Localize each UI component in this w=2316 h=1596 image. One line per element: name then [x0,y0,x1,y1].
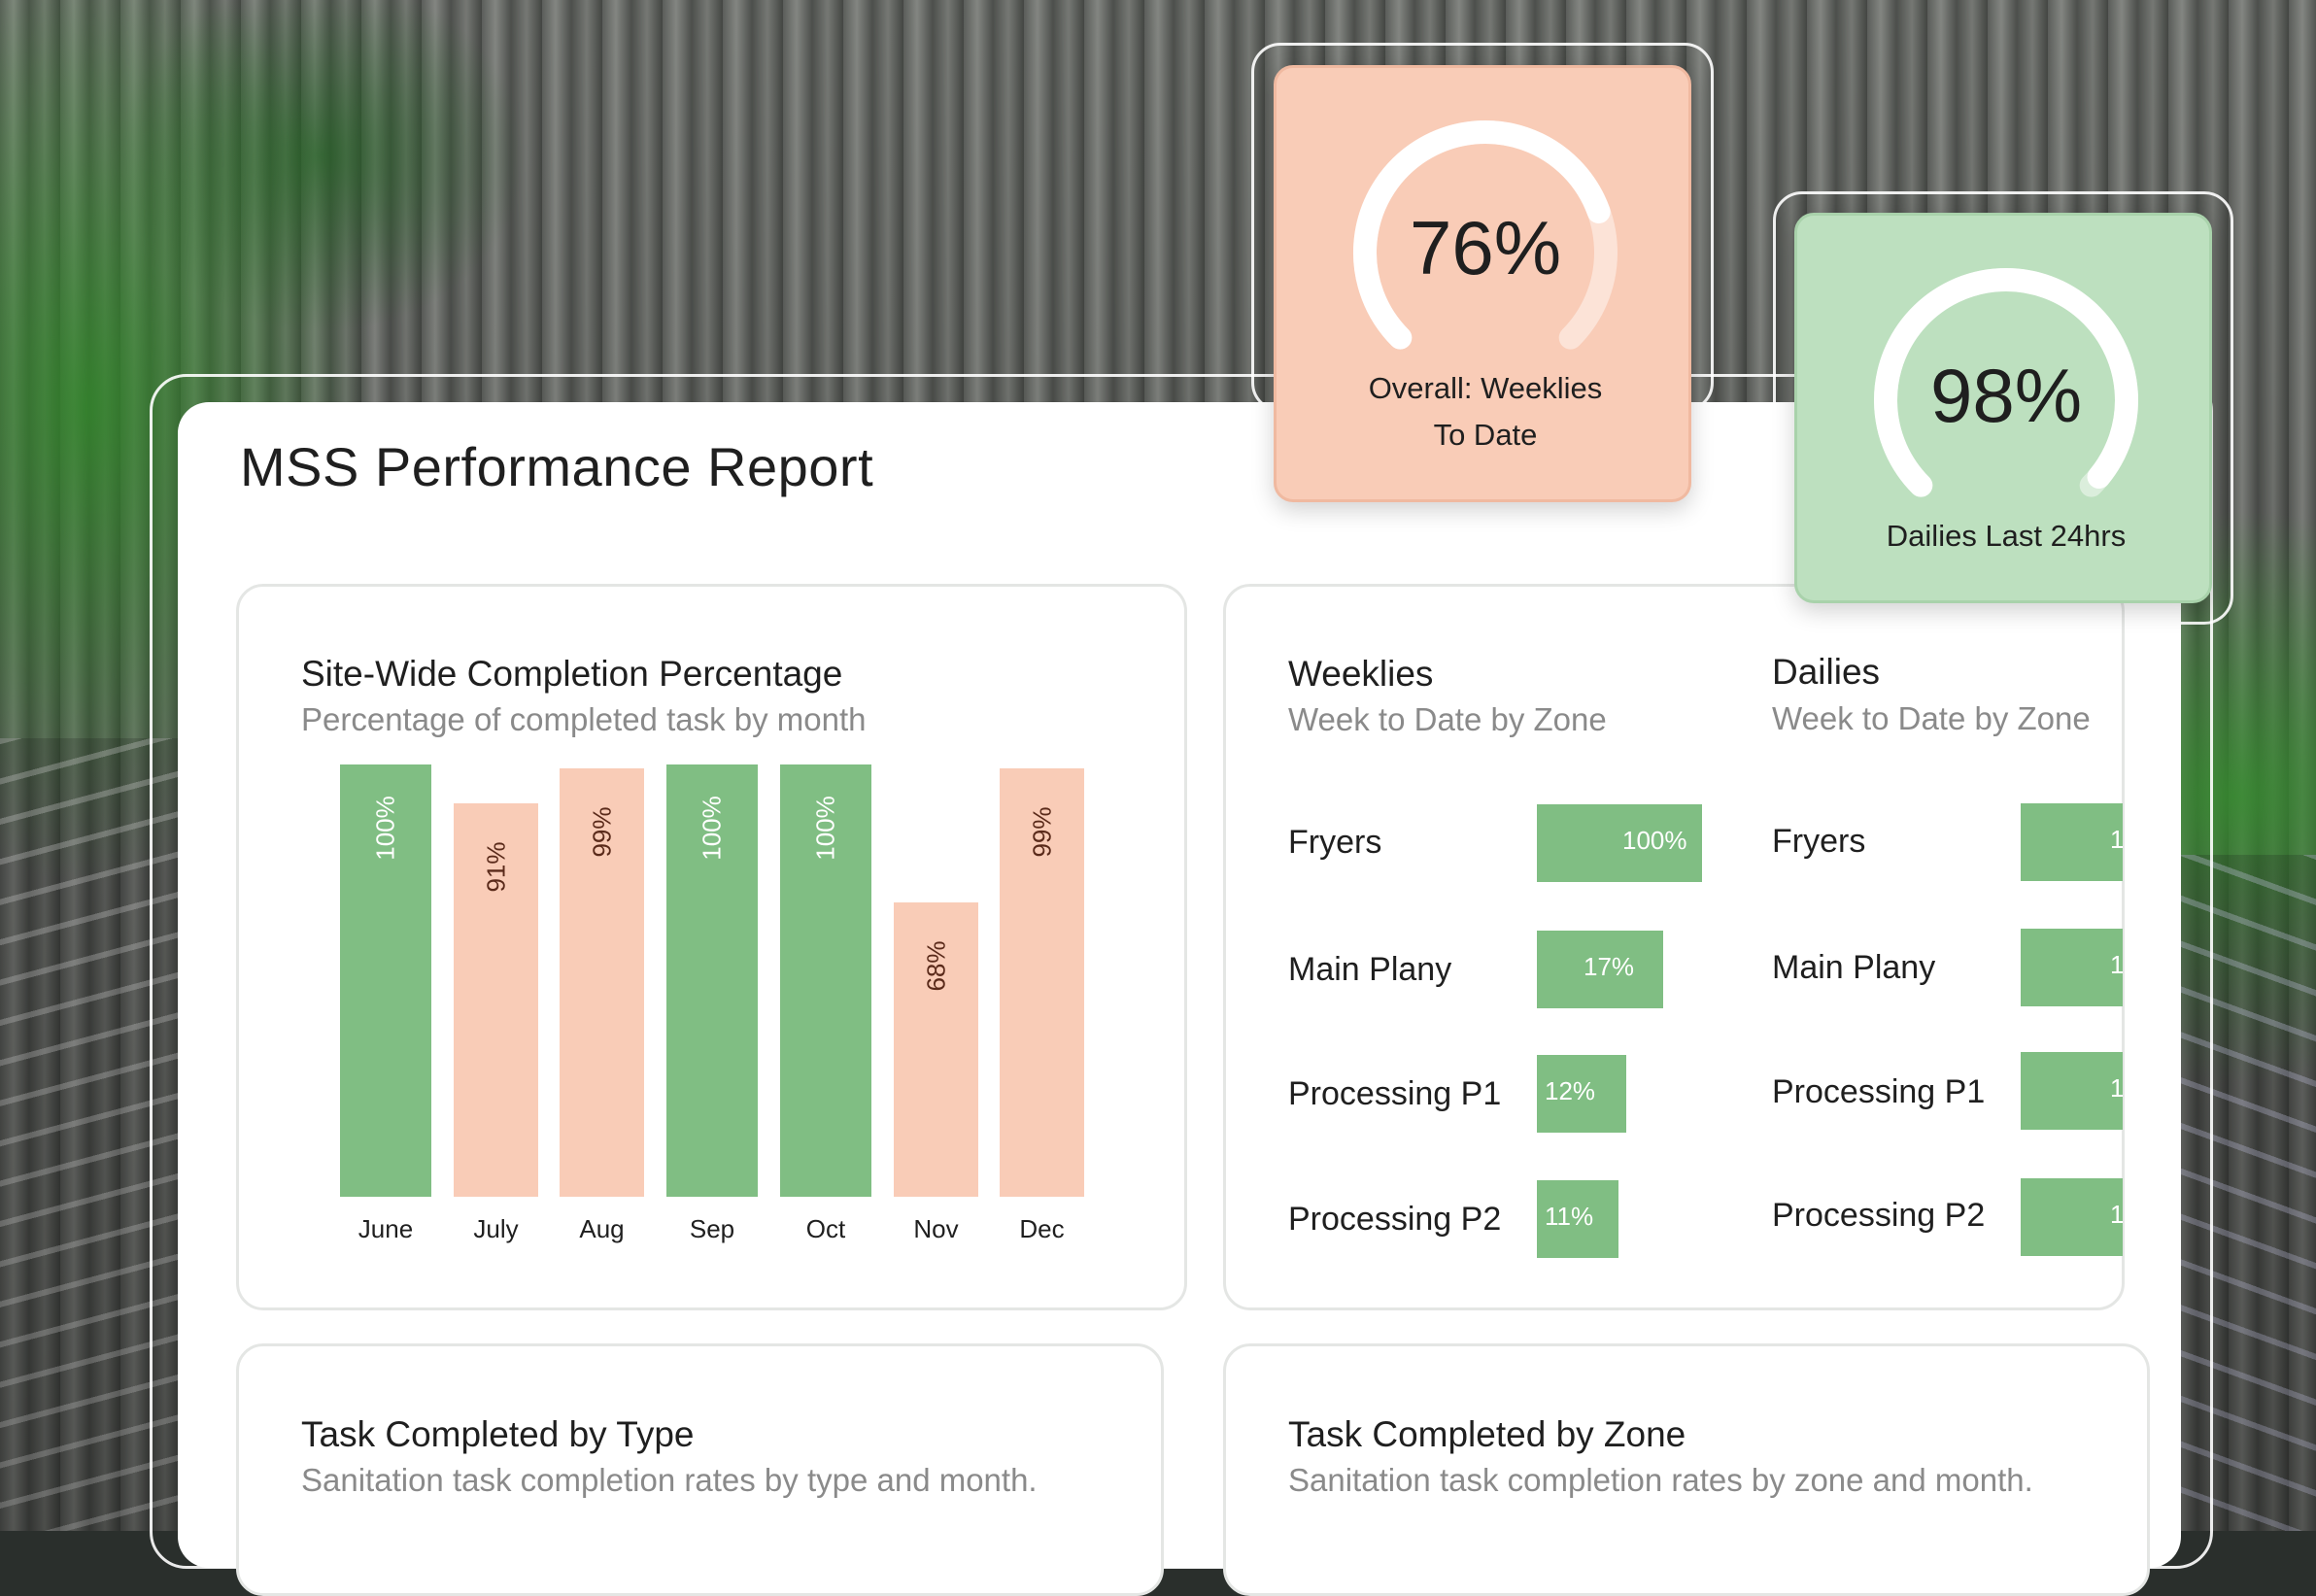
zone-panel [1223,584,2125,1310]
dailies-subtitle: Week to Date by Zone [1772,700,2091,736]
dailies-zone-bar [2021,1178,2123,1256]
dailies-rows: Fryers 1 Main Plany 1 Processing P1 1 Processi… [1749,758,2123,1263]
weeklies-zone-label: Processing P2 [1288,1201,1502,1238]
dailies-zone-bar [2021,803,2123,881]
dailies-zone-value: 1 [2110,950,2123,979]
gauge-label-weeklies-line1: Overall: Weeklies [1368,371,1603,405]
task-by-type-title: Task Completed by Type [301,1414,695,1454]
dailies-zone-value: 1 [2110,1200,2123,1229]
bar-aug [560,768,644,1197]
dailies-zone-label: Fryers [1772,823,1866,860]
dailies-zone-label: Main Plany [1772,949,1936,986]
bar-nov [894,902,978,1197]
weeklies-zone-label: Main Plany [1288,951,1452,988]
dailies-zone-label: Processing P1 [1772,1073,1986,1110]
weeklies-title: Weeklies [1288,654,1434,694]
dailies-zone-bar [2021,929,2123,1006]
bar-value-label: 99% [1027,806,1056,858]
bar-value-label: 100% [810,796,840,861]
x-tick-label: Dec [1019,1214,1065,1243]
gauge-value-weeklies: 76% [1409,205,1562,290]
weeklies-zone-bar [1537,1055,1626,1133]
site-completion-subtitle: Percentage of completed task by month [301,701,867,737]
bar-value-label: 100% [697,796,727,861]
dailies-zone-value: 1 [2110,1073,2123,1103]
gauge-fill [1874,268,2138,497]
x-tick-label: Nov [913,1214,959,1243]
gauge-label-weeklies-line2: To Date [1433,418,1538,452]
weeklies-zone-value: 11% [1545,1202,1594,1231]
bar-oct [780,764,871,1197]
x-tick-label: July [473,1214,519,1243]
bar-value-label: 68% [921,940,950,992]
gauge-fill [1353,120,1611,350]
task-by-zone-title: Task Completed by Zone [1288,1414,1686,1454]
gauge-card-dailies: 98% Dailies Last 24hrs [1794,213,2212,603]
bar-sep [666,764,758,1197]
page-title: MSS Performance Report [240,436,874,497]
background-pipes-right [2161,855,2316,1531]
task-by-zone-subtitle: Sanitation task completion rates by zone… [1288,1462,2033,1498]
bar-value-label: 91% [481,841,510,893]
bar-dec [1000,768,1084,1197]
bar-june [340,764,431,1197]
task-by-type-subtitle: Sanitation task completion rates by type… [301,1462,1038,1498]
weeklies-zone-bar [1537,1180,1618,1258]
weeklies-zone-bar [1537,804,1702,882]
gauge-arc-weeklies [1353,120,1618,350]
dailies-zone-label: Processing P2 [1772,1197,1986,1234]
dailies-title: Dailies [1772,652,1881,692]
gauge-label-weeklies: Overall: Weeklies To Date [1277,365,1694,458]
weeklies-zone-value: 12% [1545,1076,1596,1105]
gauge-label-dailies: Dailies Last 24hrs [1886,519,2127,553]
bar-july [454,803,538,1197]
gauge-value-dailies: 98% [1929,353,2083,438]
x-tick-label: Oct [805,1214,846,1243]
dailies-zone-bar [2021,1052,2123,1130]
weeklies-zone-value: 100% [1622,826,1687,855]
weeklies-zone-label: Fryers [1288,824,1382,861]
x-tick-label: June [358,1214,414,1243]
weeklies-subtitle: Week to Date by Zone [1288,701,1607,737]
weeklies-zone-bar [1537,931,1663,1008]
x-tick-label: Aug [579,1214,625,1243]
weeklies-zone-label: Processing P1 [1288,1075,1502,1112]
dailies-zone-value: 1 [2110,825,2123,854]
bar-value-label: 100% [370,796,400,861]
weeklies-zone-value: 17% [1584,952,1635,981]
bar-value-label: 99% [587,806,616,858]
x-tick-label: Sep [689,1214,735,1243]
background-pipes-left [0,738,185,1531]
gauge-card-weeklies: 76% Overall: Weeklies To Date [1274,65,1691,502]
gauge-arc-dailies [1874,268,2138,497]
site-completion-title: Site-Wide Completion Percentage [301,654,843,694]
